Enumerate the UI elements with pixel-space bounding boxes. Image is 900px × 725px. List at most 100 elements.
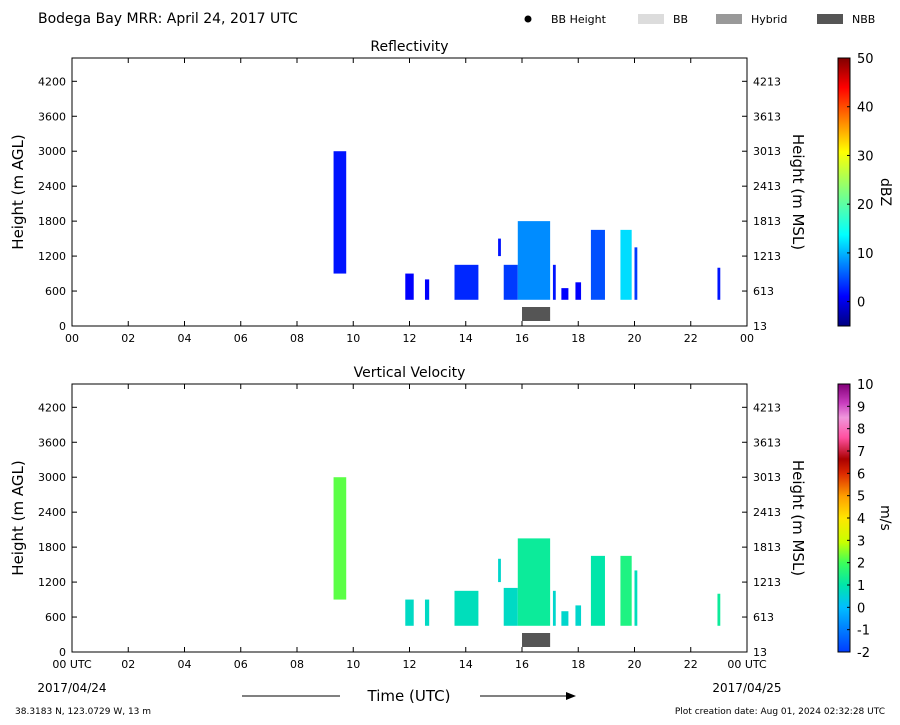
echo-1 [405, 599, 414, 626]
colorbar-tick-label: 0 [857, 601, 865, 616]
x-tick-label: 22 [684, 658, 698, 671]
y-tick-label-left: 4200 [38, 401, 66, 414]
y-tick-label-left: 600 [45, 611, 66, 624]
colorbar-tick-label: 30 [857, 149, 874, 164]
x-tick-label: 08 [290, 332, 304, 345]
x-tick-label: 10 [346, 332, 360, 345]
echo-5 [503, 587, 518, 626]
y-tick-label-right: 13 [753, 320, 767, 333]
x-tick-label: 00 UTC [727, 658, 767, 671]
y-tick-label-left: 2400 [38, 180, 66, 193]
echo-12 [634, 247, 638, 300]
brightband-legend: BB Height BB Hybrid NBB [524, 13, 875, 26]
y-tick-label-left: 3600 [38, 436, 66, 449]
legend-swatch-hybrid [716, 14, 742, 24]
legend-swatch-bb [638, 14, 664, 24]
x-axis-arrowhead [566, 692, 576, 700]
y-tick-label-left: 4200 [38, 75, 66, 88]
echo-3 [454, 264, 479, 300]
x-tick-label: 18 [571, 658, 585, 671]
echo-9 [575, 282, 582, 300]
colorbar-tick-label: 3 [857, 534, 865, 549]
y-tick-label-left: 1800 [38, 215, 66, 228]
y-axis-label-left: Height (m AGL) [9, 134, 27, 249]
y-tick-label-right: 13 [753, 646, 767, 659]
legend-label-nbb: NBB [852, 13, 875, 26]
legend-marker-bb-height [524, 15, 532, 23]
y-tick-label-left: 3000 [38, 145, 66, 158]
echo-9 [575, 605, 582, 626]
x-tick-label: 02 [121, 332, 135, 345]
legend-label-bb-height: BB Height [551, 13, 607, 26]
echo-7 [552, 590, 556, 626]
y-tick-label-right: 3013 [753, 471, 781, 484]
creation-date-label: Plot creation date: Aug 01, 2024 02:32:2… [675, 707, 885, 717]
start-date-label: 2017/04/24 [37, 681, 106, 695]
echo-7 [552, 264, 556, 300]
colorbar-tick-label: 50 [857, 52, 874, 67]
x-tick-label: 12 [403, 658, 417, 671]
colorbar-tick-label: 0 [857, 296, 865, 311]
echo-8 [561, 611, 569, 626]
echo-13 [717, 593, 721, 626]
y-axis-label-left: Height (m AGL) [9, 460, 27, 575]
echo-10 [590, 229, 605, 300]
y-tick-label-right: 2413 [753, 180, 781, 193]
colorbar [837, 57, 851, 327]
y-tick-label-right: 3613 [753, 110, 781, 123]
echo-13 [717, 267, 721, 300]
brightband-nbb-0 [522, 633, 551, 647]
colorbar-tick-label: 10 [857, 378, 874, 393]
colorbar-label: m/s [877, 505, 893, 531]
x-tick-label: 20 [628, 332, 642, 345]
y-tick-label-left: 0 [59, 646, 66, 659]
x-tick-label: 18 [571, 332, 585, 345]
x-tick-label: 14 [459, 658, 473, 671]
y-tick-label-right: 613 [753, 285, 774, 298]
x-tick-label: 02 [121, 658, 135, 671]
echo-11 [620, 555, 632, 626]
location-label: 38.3183 N, 123.0729 W, 13 m [15, 707, 151, 717]
x-tick-label: 06 [234, 332, 248, 345]
x-tick-label: 08 [290, 658, 304, 671]
colorbar-tick-label: -2 [857, 646, 870, 661]
colorbar-tick-label: 9 [857, 400, 865, 415]
y-tick-label-right: 1813 [753, 541, 781, 554]
colorbar-tick-label: 2 [857, 557, 865, 572]
y-tick-label-right: 3013 [753, 145, 781, 158]
colorbar-tick-label: 10 [857, 247, 874, 262]
x-tick-label: 10 [346, 658, 360, 671]
colorbar-tick-label: 6 [857, 467, 865, 482]
colorbar-tick-label: -1 [857, 624, 870, 639]
colorbar-tick-label: 20 [857, 198, 874, 213]
y-tick-label-left: 0 [59, 320, 66, 333]
echo-6 [517, 538, 551, 626]
x-tick-label: 04 [178, 332, 192, 345]
colorbar-tick-label: 4 [857, 512, 865, 527]
legend-label-hybrid: Hybrid [751, 13, 787, 26]
y-tick-label-left: 1200 [38, 576, 66, 589]
echo-4 [498, 558, 501, 583]
colorbar-tick-label: 1 [857, 579, 865, 594]
y-tick-label-right: 1813 [753, 215, 781, 228]
echo-0 [333, 151, 347, 274]
brightband-nbb-0 [522, 307, 551, 321]
y-tick-label-right: 4213 [753, 75, 781, 88]
y-tick-label-left: 600 [45, 285, 66, 298]
echo-1 [405, 273, 414, 300]
panel-title: Reflectivity [370, 39, 448, 55]
echo-6 [517, 221, 551, 300]
y-axis-label-right: Height (m MSL) [789, 134, 807, 250]
x-axis-title: Time (UTC) [367, 687, 451, 705]
panel-title: Vertical Velocity [354, 365, 466, 381]
y-tick-label-right: 3613 [753, 436, 781, 449]
colorbar-tick-label: 8 [857, 423, 865, 438]
echo-2 [424, 599, 430, 626]
legend-swatch-nbb [817, 14, 843, 24]
figure-title: Bodega Bay MRR: April 24, 2017 UTC [38, 11, 298, 27]
x-tick-label: 12 [403, 332, 417, 345]
y-tick-label-right: 1213 [753, 576, 781, 589]
